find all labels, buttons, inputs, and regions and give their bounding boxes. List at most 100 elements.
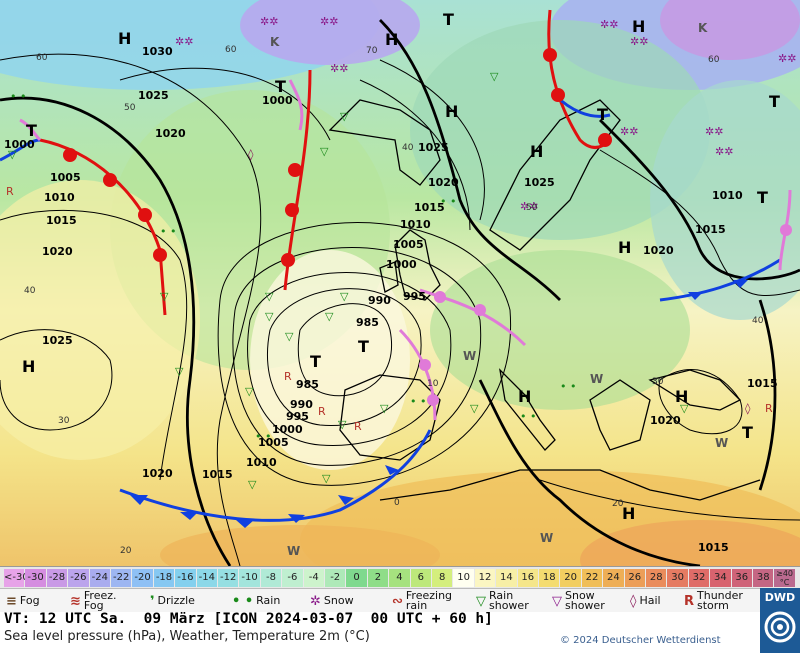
cold-front-russia <box>659 258 781 302</box>
scale-cell: -4 <box>303 569 324 587</box>
scale-cell: -2 <box>325 569 346 587</box>
symbol-legend-item: R Thunder storm <box>684 589 751 613</box>
rain-icon: • • <box>410 395 426 408</box>
isobar-label: 1020 <box>142 467 173 480</box>
snow-icon: ✲✲ <box>630 35 648 48</box>
rain-shower-icon: ▽ <box>490 70 499 83</box>
high-pressure-label: H <box>22 357 35 376</box>
cool-zone-russia <box>650 80 800 320</box>
snow-icon: ✲ <box>310 593 321 609</box>
rain-shower-icon: ▽ <box>265 290 274 303</box>
pressure-systems: H H H H H H H H H H T T T T T T T T T W … <box>22 10 780 558</box>
isobar-label: 1020 <box>643 244 674 257</box>
cold-front-marker <box>733 280 748 288</box>
italy-coast <box>499 368 556 451</box>
scale-cell: -10 <box>239 569 260 587</box>
scale-cell: -16 <box>175 569 196 587</box>
cold-front-marker <box>130 495 148 505</box>
scale-cell: -24 <box>89 569 110 587</box>
thunderstorm-icon: R <box>765 402 773 415</box>
occlusion-marker <box>427 394 439 406</box>
latitude-label: 30 <box>652 377 664 387</box>
warm-front-mid-atlantic <box>283 69 312 291</box>
low-pressure-label: T <box>275 77 286 96</box>
scale-cell: 28 <box>646 569 667 587</box>
symbol-legend-item: ≋ Freez. Fog <box>70 589 138 613</box>
isobar-1010-bold-far-east <box>758 299 777 491</box>
isobar-1000-low <box>232 247 482 466</box>
latitude-label: 60 <box>36 53 48 63</box>
symbol-legend-label: Thunder storm <box>697 589 743 612</box>
isobar-1030 <box>119 67 331 141</box>
dwd-logo-text: DWD <box>764 591 796 604</box>
warm-front-marker <box>281 253 295 267</box>
isobar-1025-north <box>379 59 485 221</box>
isobar-label: 1005 <box>258 436 289 449</box>
scale-cell: 34 <box>710 569 731 587</box>
warm-sector-label: W <box>715 436 728 450</box>
north-africa-coast <box>379 469 761 501</box>
isobar-1020-west <box>0 209 188 481</box>
thunderstorm-icon: R <box>6 185 14 198</box>
warm-front-marker <box>63 148 77 162</box>
scale-cell: 26 <box>624 569 645 587</box>
isobar-985-low <box>297 303 392 397</box>
scale-cell: 0 <box>346 569 367 587</box>
scale-cell: ≥40 °C <box>774 569 795 587</box>
isobar-1020-east <box>599 149 800 296</box>
rain-icon: • • <box>440 195 456 208</box>
isobar-990-low <box>266 288 422 427</box>
mild-zone-central-europe <box>430 250 690 410</box>
cold-front-marker <box>288 514 305 523</box>
warm-sector-label: W <box>590 372 603 386</box>
isobar-1020-bold <box>0 96 232 566</box>
high-pressure-label: H <box>445 102 458 121</box>
scale-cell: -20 <box>132 569 153 587</box>
isobar-1015-south <box>539 479 800 521</box>
scale-cell: 24 <box>603 569 624 587</box>
isobar-label: 1015 <box>414 201 445 214</box>
snow-icon: ✲✲ <box>260 15 278 28</box>
snow-icon: ✲✲ <box>778 52 796 65</box>
cold-front-iberia <box>119 429 432 522</box>
snow-icon: ✲✲ <box>330 62 348 75</box>
warm-front-marker <box>598 133 612 147</box>
symbol-legend-item: ◊ Hail <box>630 589 661 613</box>
rain-shower-icon: ▽ <box>380 402 389 415</box>
fog-icon: ≡ <box>6 593 17 609</box>
snow-icon: ✲✲ <box>175 35 193 48</box>
rain-shower-icon: ▽ <box>320 145 329 158</box>
rain-icon: • • <box>10 90 26 103</box>
cold-zone-arctic <box>660 0 800 60</box>
snow-shower-icon: ▽ <box>552 593 562 609</box>
rain-shower-icon: ▽ <box>245 385 254 398</box>
latitude-label: 40 <box>402 143 414 153</box>
rain-shower-icon: ▽ <box>248 478 257 491</box>
symbol-legend-label: Freezing rain <box>405 589 453 612</box>
temperature-scale: <-30 -30 -28 -26 -24 -22 -20 -18 -16 -14 -12 -10 -8-… <box>0 566 800 589</box>
cold-zone-greenland <box>240 0 420 65</box>
occlusion-northwest <box>19 118 42 142</box>
low-pressure-label: T <box>26 121 37 140</box>
hot-zone-egypt <box>580 520 800 566</box>
low-pressure-label: T <box>358 337 369 356</box>
isobar-label: 1010 <box>400 218 431 231</box>
scale-cell: -12 <box>218 569 239 587</box>
scale-cell: -28 <box>46 569 68 587</box>
scale-cell: 36 <box>731 569 752 587</box>
mild-zone-biscay <box>250 250 410 470</box>
freezing-rain-icon: ∾ <box>392 593 403 609</box>
thunderstorm-icon: R <box>684 593 695 609</box>
low-pressure-label: T <box>769 92 780 111</box>
thunderstorm-symbols: R R R R R <box>6 185 773 433</box>
isobar-995-low <box>247 272 452 447</box>
occlusion-marker <box>434 291 446 303</box>
scale-cell: -6 <box>282 569 303 587</box>
warm-front-marker <box>551 88 565 102</box>
latitude-label: 40 <box>752 316 764 326</box>
isobar-label: 985 <box>356 316 379 329</box>
copyright-notice: © 2024 Deutscher Wetterdienst <box>560 635 721 646</box>
warm-sector-label: W <box>540 531 553 545</box>
isobar-label: 1000 <box>4 138 35 151</box>
symbol-legend-label: Hail <box>639 594 661 607</box>
